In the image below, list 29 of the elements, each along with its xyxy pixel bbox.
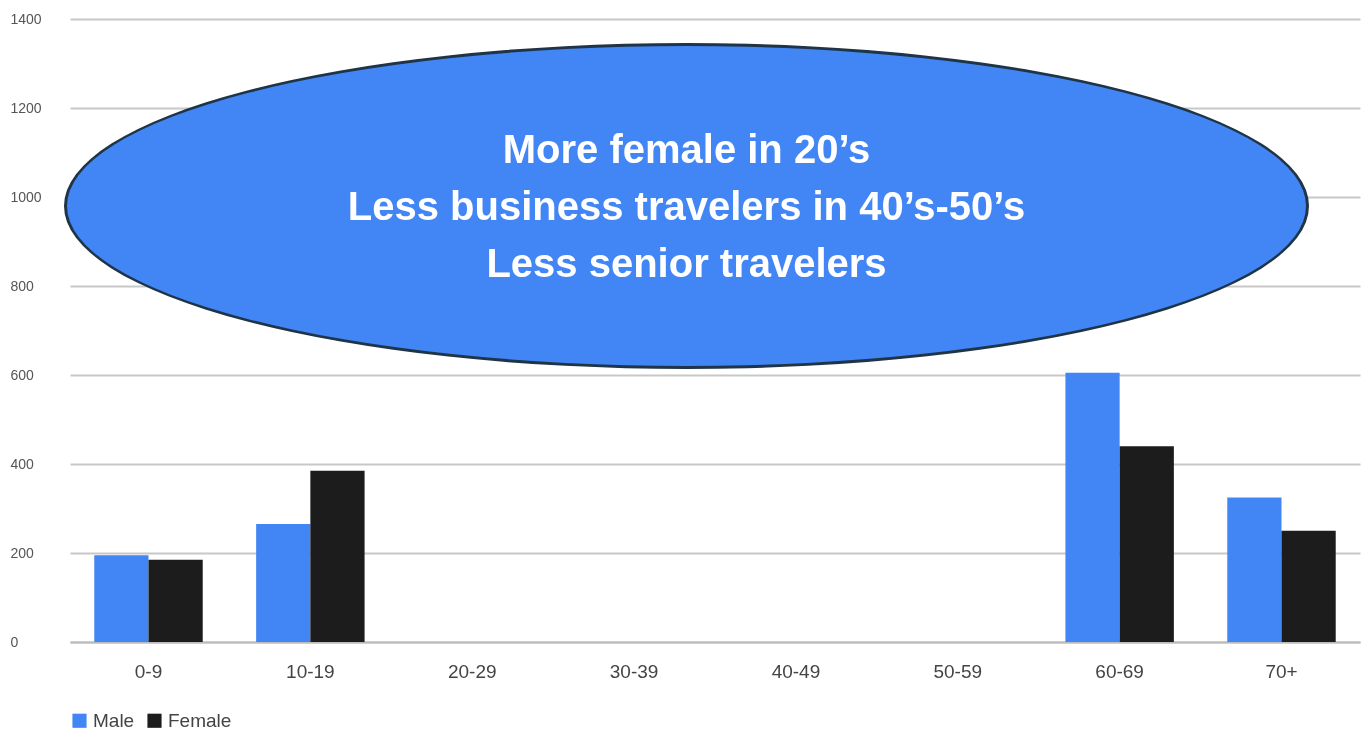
y-tick-label: 200	[10, 544, 35, 561]
y-tick-label: 1000	[10, 188, 42, 205]
x-tick-label: 40-49	[771, 660, 821, 682]
bar	[1281, 530, 1336, 642]
y-tick-label: 600	[10, 366, 35, 383]
annotation: Less senior travelers	[486, 239, 887, 287]
bar	[94, 555, 149, 642]
x-tick-label: 20-29	[447, 660, 497, 682]
bar	[256, 524, 311, 642]
x-tick-label: 10-19	[286, 660, 335, 682]
bar	[1119, 446, 1174, 642]
bar	[1065, 372, 1120, 642]
x-tick-label: 70+	[1265, 660, 1298, 682]
y-tick-label: 800	[10, 277, 35, 294]
legend-label: Female	[168, 709, 232, 731]
x-tick-label: 30-39	[609, 660, 659, 682]
annotation: Less business travelers in 40’s-50’s	[347, 182, 1026, 230]
y-tick-label: 0	[10, 633, 19, 650]
y-tick-label: 1400	[10, 10, 42, 27]
x-tick-label: 0-9	[134, 660, 163, 682]
x-tick-label: 50-59	[933, 660, 983, 682]
y-tick-label: 1200	[10, 99, 42, 116]
bar	[310, 470, 365, 642]
legend-label: Male	[93, 709, 135, 731]
y-tick-label: 400	[10, 455, 35, 472]
bar	[1227, 497, 1282, 642]
annotation: More female in 20’s	[502, 125, 871, 173]
bar	[148, 559, 203, 642]
x-tick-label: 60-69	[1095, 660, 1144, 682]
